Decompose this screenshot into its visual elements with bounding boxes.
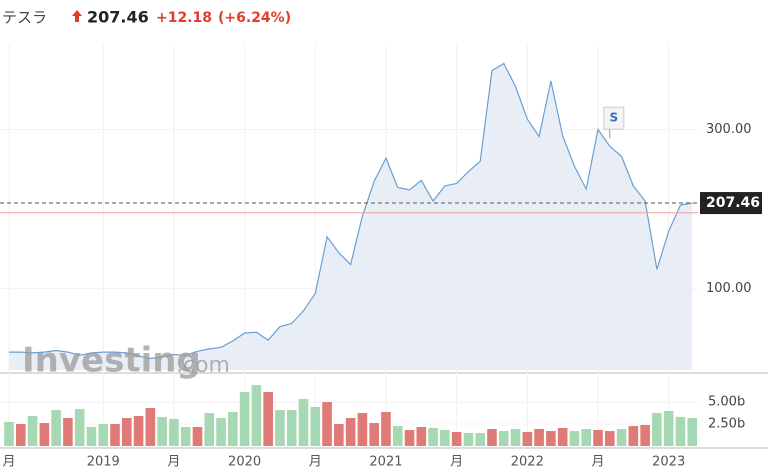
volume-bar <box>263 391 273 446</box>
x-tick-label: 2019 <box>87 455 120 470</box>
price-line <box>9 62 693 360</box>
watermark-suffix: .com <box>176 353 230 378</box>
volume-bar <box>546 431 556 446</box>
volume-bar <box>157 416 167 446</box>
volume-bar <box>557 427 568 446</box>
volume-bar <box>381 412 391 446</box>
volume-bar <box>440 429 450 446</box>
volume-bar <box>286 410 297 446</box>
price-badge-label: 207.46 <box>706 195 760 211</box>
volume-bar <box>463 432 474 446</box>
volume-bar <box>498 431 509 446</box>
x-tick-label: 2023 <box>652 455 685 470</box>
volume-bar <box>628 426 639 446</box>
x-tick-label: 月 <box>309 455 322 470</box>
y-tick-label: 300.00 <box>706 122 752 137</box>
volume-bar <box>451 432 462 446</box>
volume-bar <box>39 423 50 446</box>
volume-bar <box>110 424 120 446</box>
volume-bar <box>404 429 415 446</box>
volume-bar <box>27 416 38 446</box>
x-tick-label: 2021 <box>369 455 402 470</box>
volume-bar <box>239 391 250 446</box>
volume-bar <box>322 402 332 446</box>
volume-bar <box>298 399 309 446</box>
volume-bar <box>581 429 592 446</box>
volume-tick-label: 2.50b <box>708 417 745 432</box>
volume-bar <box>687 418 698 446</box>
area-fill <box>9 63 693 370</box>
volume-bar <box>663 410 674 446</box>
volume-bar <box>334 424 344 446</box>
change: +12.18 <box>156 10 212 26</box>
x-tick-label: 月 <box>2 455 15 470</box>
volume-bar <box>251 385 262 446</box>
volume-bar <box>675 416 686 446</box>
volume-bar <box>487 429 497 446</box>
volume-bar <box>133 416 144 446</box>
change-pct: (+6.24%) <box>218 10 291 26</box>
x-tick-label: 月 <box>450 455 463 470</box>
volume-bar <box>216 418 226 446</box>
x-tick-label: 2022 <box>511 455 544 470</box>
volume-bar <box>652 413 662 446</box>
volume-bar <box>416 426 427 446</box>
volume-bar <box>228 412 238 446</box>
volume-bar <box>4 421 14 446</box>
volume-bar <box>275 410 285 446</box>
volume-bar <box>98 424 109 446</box>
volume-bar <box>51 410 61 446</box>
volume-bar <box>428 427 438 446</box>
x-tick-label: 2020 <box>228 455 261 470</box>
volume-bar <box>392 426 403 446</box>
volume-bar <box>204 413 215 446</box>
volume-tick-label: 5.00b <box>708 395 745 410</box>
stock-name: テスラ <box>2 9 47 27</box>
watermark-brand: Investing <box>22 341 201 381</box>
x-tick-label: 月 <box>167 455 180 470</box>
volume-bar <box>180 426 191 446</box>
volume-bar <box>369 423 379 446</box>
volume-bar <box>310 407 321 446</box>
volume-bar <box>145 407 156 446</box>
price: 207.46 <box>87 8 149 27</box>
volume-bar <box>593 429 603 446</box>
annotation-box <box>603 106 625 130</box>
volume-bar <box>122 418 132 446</box>
volume-bar <box>510 429 521 446</box>
volume-bar <box>74 409 85 446</box>
volume-bar <box>357 413 368 446</box>
volume-bar <box>475 432 485 446</box>
volume-bar <box>569 431 580 446</box>
volume-bar <box>604 431 615 446</box>
volume-bar <box>616 429 627 446</box>
annotation-label: S <box>609 111 618 125</box>
up-arrow <box>72 10 82 22</box>
volume-bar <box>169 418 179 446</box>
volume-bar <box>522 432 533 446</box>
volume-bar <box>345 418 356 446</box>
volume-bar <box>86 426 97 446</box>
x-tick-label: 月 <box>591 455 604 470</box>
volume-bar <box>63 418 73 446</box>
volume-bar <box>192 426 203 446</box>
volume-bar <box>15 424 26 446</box>
price-badge <box>700 192 762 215</box>
plot: 月 2019 月 2020 月 2021 月 2022 月 2023 100.00 300.00 207… <box>0 45 762 470</box>
volume-bar <box>640 424 650 446</box>
volume-bar <box>534 429 544 446</box>
y-tick-label: 100.00 <box>706 281 752 296</box>
